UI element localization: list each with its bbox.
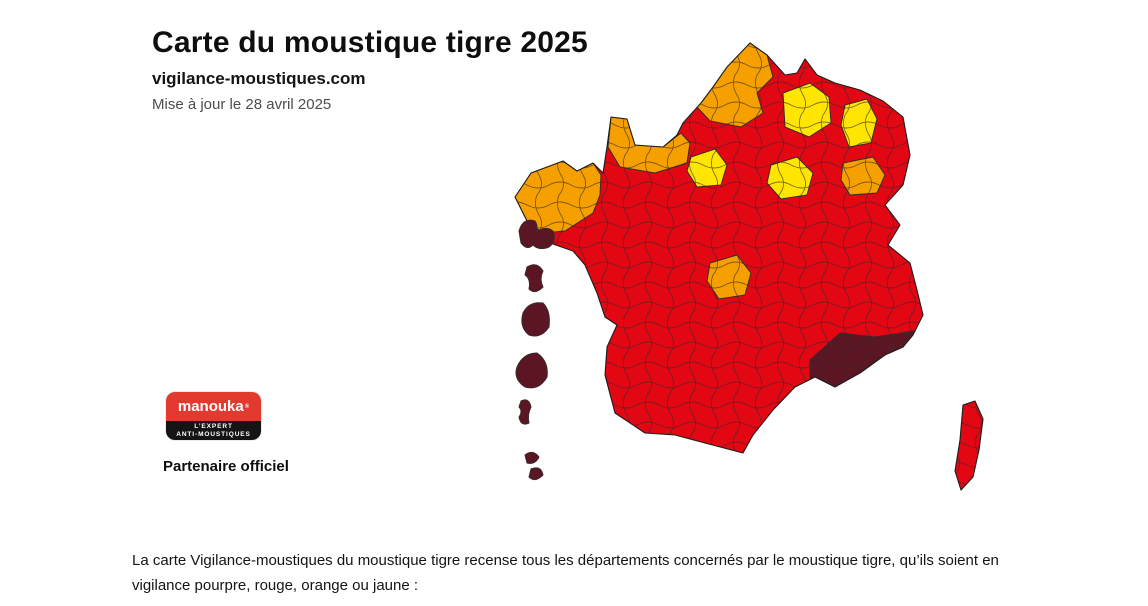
manouka-logo-tagline: L’EXPERT ANTI-MOUSTIQUES bbox=[166, 421, 261, 440]
mainland-outline bbox=[514, 42, 924, 454]
partner-label: Partenaire officiel bbox=[163, 458, 289, 475]
manouka-logo-brand: manouka ® bbox=[166, 392, 261, 421]
update-date: Mise à jour le 28 avril 2025 bbox=[152, 96, 332, 113]
footer-description: La carte Vigilance-moustiques du moustiq… bbox=[132, 552, 999, 594]
registered-mark: ® bbox=[244, 403, 250, 410]
manouka-logo: manouka ® L’EXPERT ANTI-MOUSTIQUES bbox=[166, 392, 261, 440]
department-borders bbox=[515, 43, 923, 453]
france-vigilance-map bbox=[514, 42, 984, 491]
overseas-territory-4 bbox=[515, 352, 548, 389]
overseas-territory-1 bbox=[518, 219, 555, 250]
corsica-department-borders bbox=[955, 401, 983, 490]
corsica-outline bbox=[954, 400, 984, 491]
overseas-territory-5 bbox=[518, 399, 532, 425]
overseas-territory-3 bbox=[521, 302, 550, 337]
tagline-line-1: L’EXPERT bbox=[194, 423, 233, 430]
brand-name: manouka bbox=[177, 398, 244, 415]
tagline-line-2: ANTI-MOUSTIQUES bbox=[176, 430, 251, 438]
header: Carte du moustique tigre 2025 vigilance-… bbox=[152, 26, 588, 113]
overseas-territory-6 bbox=[524, 451, 544, 481]
page-title: Carte du moustique tigre 2025 bbox=[152, 26, 588, 59]
partner-logo-block: manouka ® L’EXPERT ANTI-MOUSTIQUES bbox=[166, 392, 261, 440]
overseas-territory-2 bbox=[524, 264, 544, 293]
site-name: vigilance-moustiques.com bbox=[152, 69, 366, 88]
